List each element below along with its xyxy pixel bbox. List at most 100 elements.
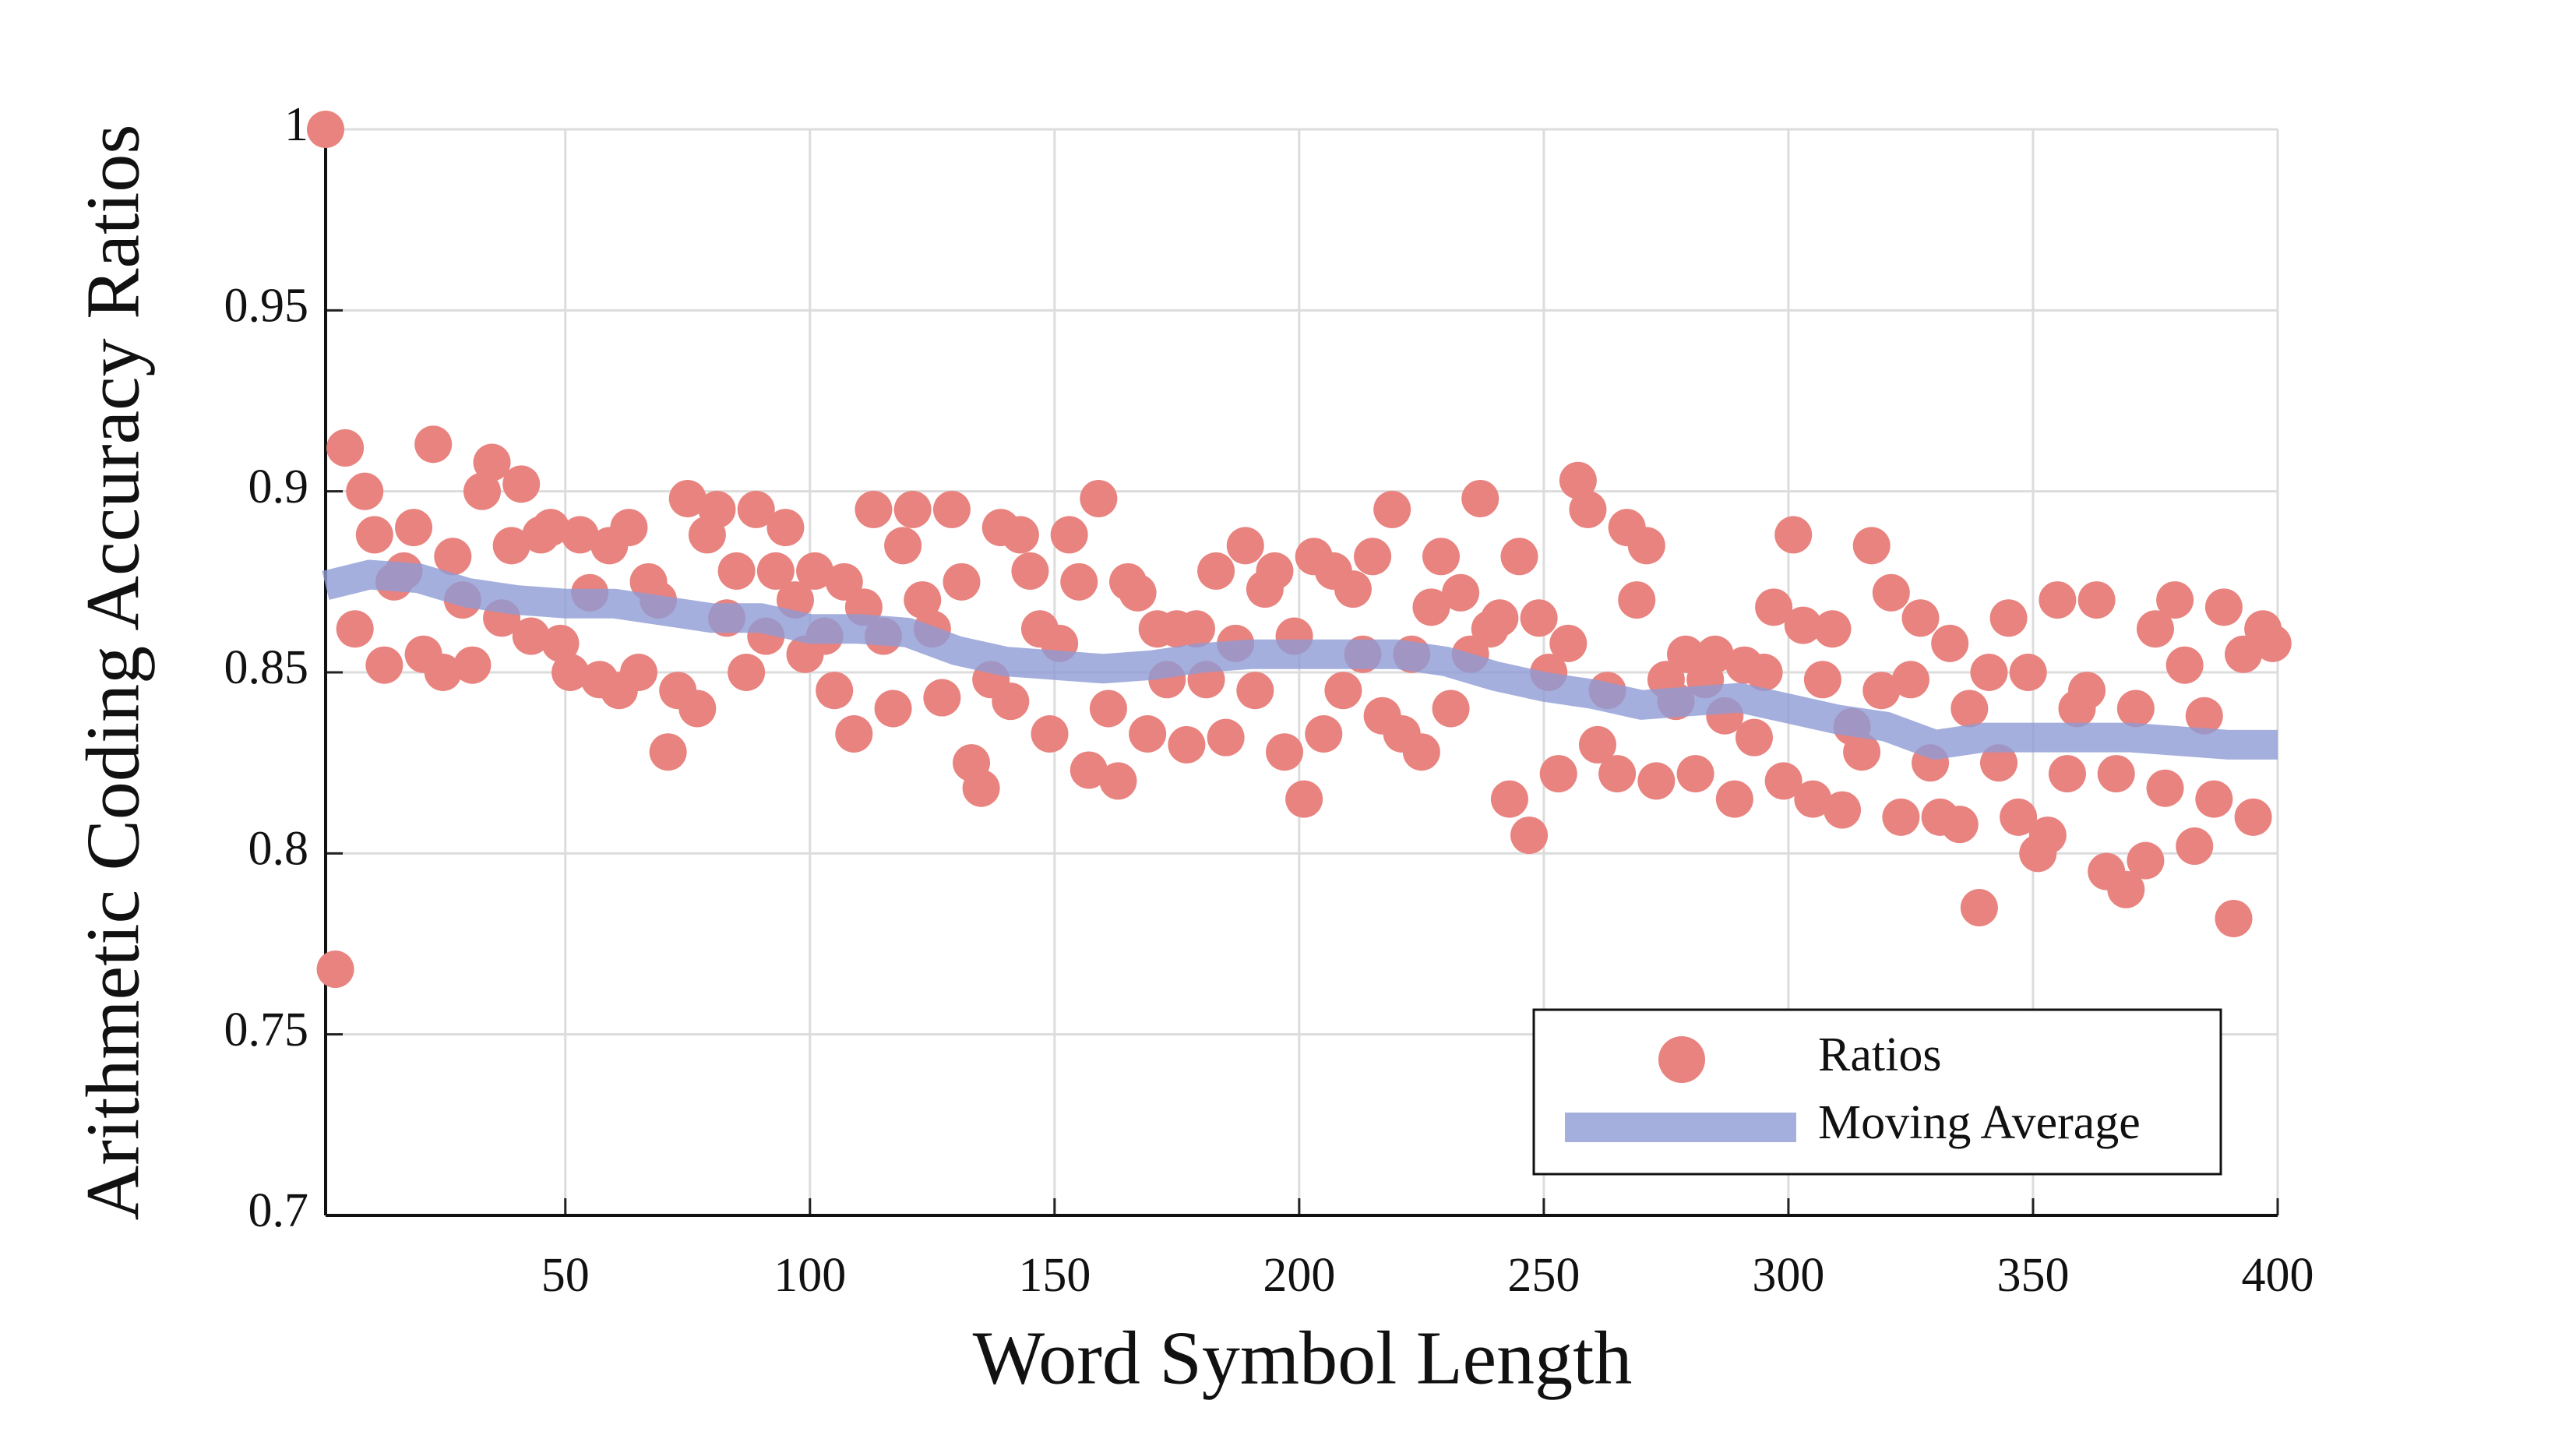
point xyxy=(1285,780,1323,818)
x-tick-label: 400 xyxy=(2242,1249,2314,1302)
point xyxy=(2009,654,2047,691)
legend-label: Ratios xyxy=(1818,1028,1941,1081)
point xyxy=(2127,841,2165,880)
point xyxy=(473,443,511,481)
point xyxy=(766,509,805,547)
point xyxy=(1500,538,1538,576)
point xyxy=(365,646,403,684)
point xyxy=(1559,461,1597,499)
x-tick-label: 300 xyxy=(1752,1249,1824,1302)
y-tick-label: 0.7 xyxy=(248,1184,309,1237)
point xyxy=(1050,516,1088,554)
point xyxy=(1794,780,1832,818)
point xyxy=(1422,538,1460,576)
point xyxy=(1852,527,1891,565)
point xyxy=(904,581,942,619)
point xyxy=(1226,527,1264,565)
point xyxy=(962,769,1000,807)
point xyxy=(1627,527,1665,565)
point xyxy=(1510,816,1549,855)
point xyxy=(1442,573,1480,612)
point xyxy=(512,617,550,655)
point xyxy=(2068,672,2106,710)
point xyxy=(1667,635,1705,673)
point xyxy=(1940,806,1979,844)
point xyxy=(453,646,492,684)
point xyxy=(414,425,453,464)
x-axis-label: Word Symbol Length xyxy=(973,1316,1633,1400)
point xyxy=(1696,635,1734,673)
point xyxy=(1461,479,1499,517)
point xyxy=(1549,624,1588,662)
point xyxy=(678,690,717,728)
point xyxy=(1305,714,1343,753)
point xyxy=(2176,827,2214,866)
legend-box xyxy=(1532,1008,2222,1176)
point xyxy=(610,509,648,547)
point xyxy=(551,654,590,691)
point xyxy=(2156,581,2194,619)
point xyxy=(307,111,344,148)
point xyxy=(737,490,775,528)
y-tick-label: 0.85 xyxy=(224,641,309,694)
x-tick-label: 100 xyxy=(774,1249,846,1302)
point xyxy=(1031,714,1069,753)
point xyxy=(1784,606,1822,644)
point xyxy=(816,672,854,710)
point xyxy=(2107,870,2145,908)
point xyxy=(1432,690,1470,728)
point xyxy=(1676,755,1714,793)
point xyxy=(316,951,354,989)
point xyxy=(1168,725,1206,764)
point xyxy=(619,654,657,691)
x-tick-label: 200 xyxy=(1263,1249,1335,1302)
point xyxy=(1882,798,1920,836)
point xyxy=(1129,714,1167,753)
point xyxy=(1774,516,1813,554)
point xyxy=(1119,573,1157,612)
x-tick-label: 250 xyxy=(1507,1249,1580,1302)
point xyxy=(2234,798,2272,836)
point xyxy=(893,490,932,528)
point xyxy=(717,552,756,590)
point xyxy=(1197,552,1235,590)
point xyxy=(1989,599,2028,637)
point xyxy=(463,472,501,510)
point xyxy=(1970,654,2008,691)
point xyxy=(1862,672,1901,710)
point xyxy=(1266,733,1304,771)
point xyxy=(346,472,384,510)
scatter-series xyxy=(307,111,2292,989)
point xyxy=(1324,672,1362,710)
point xyxy=(1980,744,2017,782)
point xyxy=(698,490,736,528)
point xyxy=(326,429,365,467)
point xyxy=(1256,552,1294,590)
point xyxy=(992,682,1030,721)
point xyxy=(1236,672,1274,710)
moving-average-line xyxy=(322,559,2278,760)
legend-marker xyxy=(1658,1036,1705,1083)
x-tick-label: 50 xyxy=(541,1249,590,1302)
point xyxy=(1569,490,1607,528)
point xyxy=(668,479,707,517)
point xyxy=(2077,581,2116,619)
point xyxy=(2146,769,2184,807)
point xyxy=(2028,816,2067,855)
point xyxy=(1745,654,1783,691)
point xyxy=(1824,791,1862,829)
point xyxy=(531,509,569,547)
point xyxy=(2195,780,2233,818)
point xyxy=(2225,635,2263,673)
point xyxy=(1931,624,1969,662)
y-tick-label: 0.8 xyxy=(248,823,309,876)
point xyxy=(561,516,599,554)
point xyxy=(2185,697,2223,735)
point xyxy=(1901,599,1940,637)
point xyxy=(1354,538,1392,576)
point xyxy=(649,733,687,771)
x-tick-label: 350 xyxy=(1996,1249,2069,1302)
point xyxy=(1412,588,1450,626)
point xyxy=(355,516,393,554)
